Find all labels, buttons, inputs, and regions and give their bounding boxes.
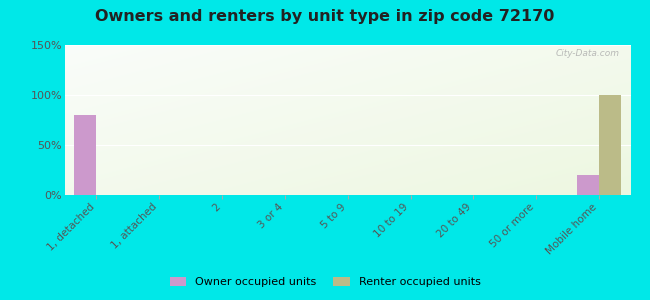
Bar bbox=[599, 95, 621, 195]
Legend: Owner occupied units, Renter occupied units: Owner occupied units, Renter occupied un… bbox=[165, 272, 485, 291]
Bar bbox=[74, 115, 96, 195]
Bar bbox=[577, 175, 599, 195]
Text: City-Data.com: City-Data.com bbox=[555, 50, 619, 58]
Text: Owners and renters by unit type in zip code 72170: Owners and renters by unit type in zip c… bbox=[96, 9, 554, 24]
